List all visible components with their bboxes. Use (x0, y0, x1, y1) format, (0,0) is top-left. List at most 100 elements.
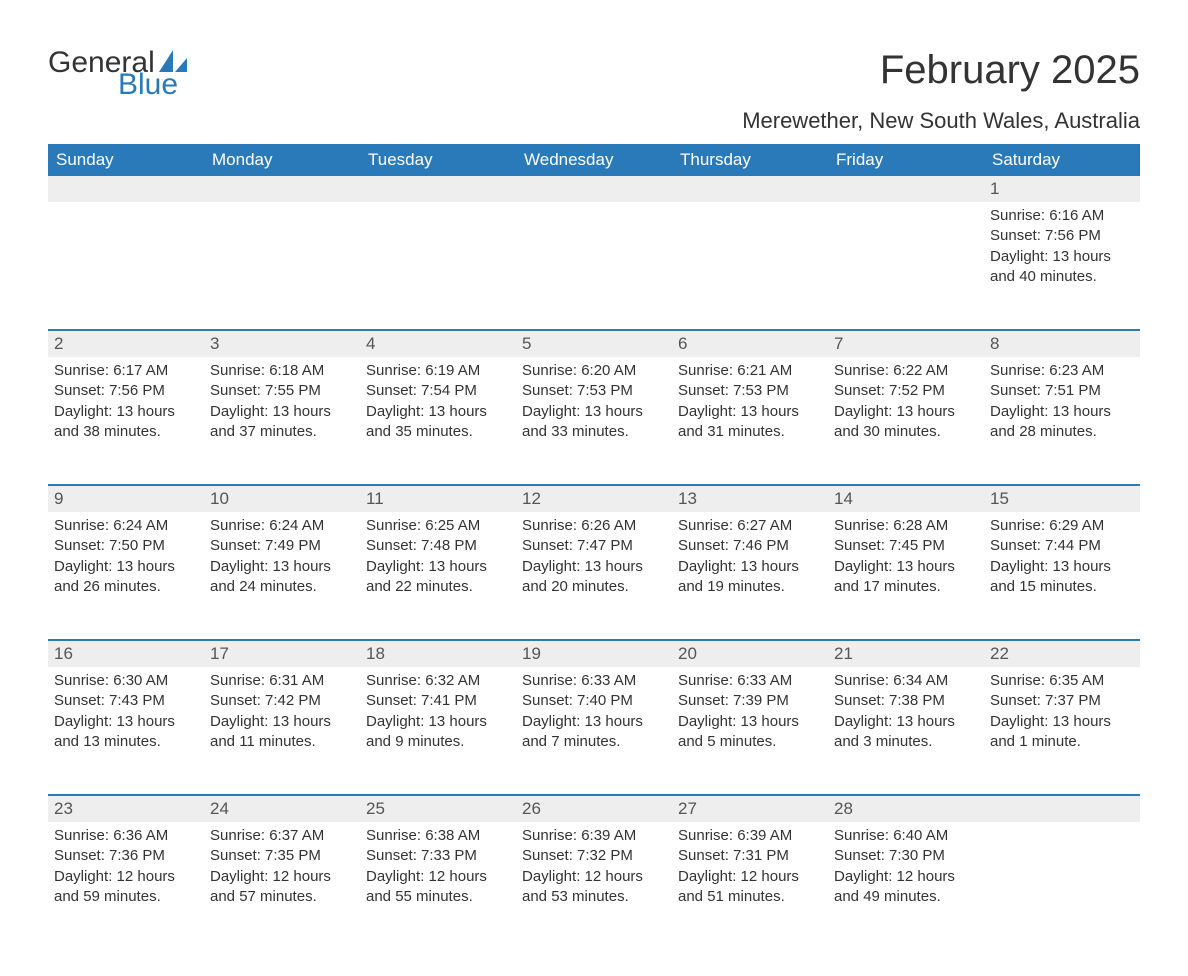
day-detail-cell (204, 202, 360, 308)
sunset-text: Sunset: 7:53 PM (678, 381, 822, 401)
sunset-text: Sunset: 7:38 PM (834, 691, 978, 711)
sunrise-text: Sunrise: 6:21 AM (678, 361, 822, 381)
day-number-cell: 15 (984, 485, 1140, 512)
day-detail-cell: Sunrise: 6:35 AMSunset: 7:37 PMDaylight:… (984, 667, 1140, 773)
day-detail-cell: Sunrise: 6:20 AMSunset: 7:53 PMDaylight:… (516, 357, 672, 463)
day-detail-cell: Sunrise: 6:18 AMSunset: 7:55 PMDaylight:… (204, 357, 360, 463)
daylight-text: Daylight: 12 hours and 57 minutes. (210, 867, 354, 908)
weekday-header: Friday (828, 144, 984, 176)
page-title: February 2025 (880, 48, 1140, 93)
day-number-cell: 12 (516, 485, 672, 512)
day-number-cell: 1 (984, 176, 1140, 202)
daylight-text: Daylight: 13 hours and 17 minutes. (834, 557, 978, 598)
day-detail-cell: Sunrise: 6:27 AMSunset: 7:46 PMDaylight:… (672, 512, 828, 618)
day-detail-cell: Sunrise: 6:22 AMSunset: 7:52 PMDaylight:… (828, 357, 984, 463)
daylight-text: Daylight: 12 hours and 49 minutes. (834, 867, 978, 908)
sunset-text: Sunset: 7:50 PM (54, 536, 198, 556)
daylight-text: Daylight: 13 hours and 38 minutes. (54, 402, 198, 443)
day-detail-cell: Sunrise: 6:32 AMSunset: 7:41 PMDaylight:… (360, 667, 516, 773)
day-detail-cell: Sunrise: 6:40 AMSunset: 7:30 PMDaylight:… (828, 822, 984, 928)
sunset-text: Sunset: 7:53 PM (522, 381, 666, 401)
sunset-text: Sunset: 7:35 PM (210, 846, 354, 866)
day-detail-cell: Sunrise: 6:38 AMSunset: 7:33 PMDaylight:… (360, 822, 516, 928)
day-number-cell: 28 (828, 795, 984, 822)
sunrise-text: Sunrise: 6:18 AM (210, 361, 354, 381)
day-number-cell: 21 (828, 640, 984, 667)
sunset-text: Sunset: 7:30 PM (834, 846, 978, 866)
day-detail-cell: Sunrise: 6:16 AMSunset: 7:56 PMDaylight:… (984, 202, 1140, 308)
sunrise-text: Sunrise: 6:32 AM (366, 671, 510, 691)
day-detail-cell (828, 202, 984, 308)
daylight-text: Daylight: 13 hours and 28 minutes. (990, 402, 1134, 443)
sunrise-text: Sunrise: 6:17 AM (54, 361, 198, 381)
sunrise-text: Sunrise: 6:24 AM (210, 516, 354, 536)
sunset-text: Sunset: 7:48 PM (366, 536, 510, 556)
week-separator (48, 618, 1140, 640)
daylight-text: Daylight: 13 hours and 35 minutes. (366, 402, 510, 443)
day-number-cell: 10 (204, 485, 360, 512)
sunrise-text: Sunrise: 6:39 AM (522, 826, 666, 846)
day-number-cell: 20 (672, 640, 828, 667)
daynum-row: 9101112131415 (48, 485, 1140, 512)
sunrise-text: Sunrise: 6:16 AM (990, 206, 1134, 226)
sunrise-text: Sunrise: 6:29 AM (990, 516, 1134, 536)
daylight-text: Daylight: 12 hours and 59 minutes. (54, 867, 198, 908)
week-separator (48, 463, 1140, 485)
day-detail-cell (360, 202, 516, 308)
daylight-text: Daylight: 12 hours and 55 minutes. (366, 867, 510, 908)
sunrise-text: Sunrise: 6:23 AM (990, 361, 1134, 381)
day-number-cell: 22 (984, 640, 1140, 667)
sunrise-text: Sunrise: 6:22 AM (834, 361, 978, 381)
day-number-cell (828, 176, 984, 202)
day-detail-cell: Sunrise: 6:24 AMSunset: 7:50 PMDaylight:… (48, 512, 204, 618)
daylight-text: Daylight: 13 hours and 30 minutes. (834, 402, 978, 443)
weekday-header: Sunday (48, 144, 204, 176)
day-detail-cell: Sunrise: 6:37 AMSunset: 7:35 PMDaylight:… (204, 822, 360, 928)
sunrise-text: Sunrise: 6:37 AM (210, 826, 354, 846)
day-number-cell (204, 176, 360, 202)
sunset-text: Sunset: 7:52 PM (834, 381, 978, 401)
sunset-text: Sunset: 7:54 PM (366, 381, 510, 401)
sunset-text: Sunset: 7:56 PM (54, 381, 198, 401)
sunrise-text: Sunrise: 6:31 AM (210, 671, 354, 691)
detail-row: Sunrise: 6:17 AMSunset: 7:56 PMDaylight:… (48, 357, 1140, 463)
weekday-header-row: Sunday Monday Tuesday Wednesday Thursday… (48, 144, 1140, 176)
sunrise-text: Sunrise: 6:26 AM (522, 516, 666, 536)
daylight-text: Daylight: 13 hours and 1 minute. (990, 712, 1134, 753)
day-number-cell: 6 (672, 330, 828, 357)
day-detail-cell: Sunrise: 6:29 AMSunset: 7:44 PMDaylight:… (984, 512, 1140, 618)
header: General Blue February 2025 (48, 48, 1140, 100)
day-number-cell: 23 (48, 795, 204, 822)
day-number-cell (672, 176, 828, 202)
detail-row: Sunrise: 6:36 AMSunset: 7:36 PMDaylight:… (48, 822, 1140, 928)
sunrise-text: Sunrise: 6:34 AM (834, 671, 978, 691)
day-number-cell (984, 795, 1140, 822)
daylight-text: Daylight: 13 hours and 31 minutes. (678, 402, 822, 443)
day-number-cell: 17 (204, 640, 360, 667)
sunrise-text: Sunrise: 6:33 AM (678, 671, 822, 691)
daynum-row: 2345678 (48, 330, 1140, 357)
daylight-text: Daylight: 13 hours and 9 minutes. (366, 712, 510, 753)
sunset-text: Sunset: 7:42 PM (210, 691, 354, 711)
day-number-cell: 26 (516, 795, 672, 822)
daynum-row: 232425262728 (48, 795, 1140, 822)
sunset-text: Sunset: 7:32 PM (522, 846, 666, 866)
sunset-text: Sunset: 7:37 PM (990, 691, 1134, 711)
weekday-header: Thursday (672, 144, 828, 176)
day-number-cell: 4 (360, 330, 516, 357)
day-number-cell: 2 (48, 330, 204, 357)
daynum-row: 16171819202122 (48, 640, 1140, 667)
daynum-row: 1 (48, 176, 1140, 202)
daylight-text: Daylight: 13 hours and 26 minutes. (54, 557, 198, 598)
day-detail-cell: Sunrise: 6:33 AMSunset: 7:40 PMDaylight:… (516, 667, 672, 773)
detail-row: Sunrise: 6:24 AMSunset: 7:50 PMDaylight:… (48, 512, 1140, 618)
sunset-text: Sunset: 7:47 PM (522, 536, 666, 556)
sunset-text: Sunset: 7:43 PM (54, 691, 198, 711)
daylight-text: Daylight: 13 hours and 5 minutes. (678, 712, 822, 753)
sunrise-text: Sunrise: 6:20 AM (522, 361, 666, 381)
sunset-text: Sunset: 7:31 PM (678, 846, 822, 866)
sunrise-text: Sunrise: 6:40 AM (834, 826, 978, 846)
day-detail-cell: Sunrise: 6:26 AMSunset: 7:47 PMDaylight:… (516, 512, 672, 618)
sunrise-text: Sunrise: 6:33 AM (522, 671, 666, 691)
day-number-cell: 5 (516, 330, 672, 357)
